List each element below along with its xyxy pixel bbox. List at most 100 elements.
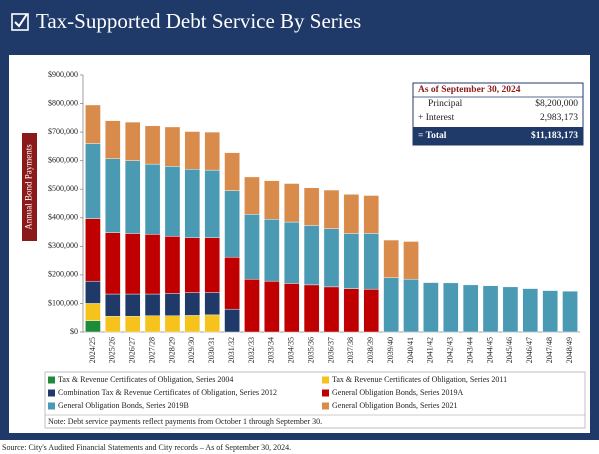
bar-segment xyxy=(144,315,161,333)
x-tick-label: 2045/46 xyxy=(505,337,514,363)
x-tick-label: 2044/45 xyxy=(485,337,494,363)
bar-segment xyxy=(303,284,320,333)
bar-segment xyxy=(363,233,380,290)
summary-label: Principal xyxy=(428,99,463,109)
bar-segment xyxy=(363,288,380,333)
bar-segment xyxy=(502,286,519,333)
bar-segment xyxy=(124,121,141,161)
bar-segment xyxy=(283,283,300,333)
bar-segment xyxy=(423,282,439,333)
summary-value: 2,983,173 xyxy=(540,113,578,123)
bar-segment xyxy=(264,280,280,333)
y-tick-label: $300,000 xyxy=(48,241,78,250)
x-tick-label: 2035/36 xyxy=(306,337,315,363)
bar-segment xyxy=(542,290,558,333)
bar-segment xyxy=(482,285,499,333)
bar-segment xyxy=(144,125,161,165)
bar-segment xyxy=(124,233,141,295)
y-tick-label: $400,000 xyxy=(48,213,78,222)
bar-segment xyxy=(283,183,300,223)
x-tick-label: 2041/42 xyxy=(426,337,435,363)
summary-box: As of September 30, 2024 Principal $8,20… xyxy=(412,82,584,146)
bar-segment xyxy=(85,104,101,144)
x-tick-label: 2036/37 xyxy=(326,337,335,363)
x-tick-label: 2040/41 xyxy=(406,337,415,363)
bar-segment xyxy=(164,315,181,333)
bar-segment xyxy=(85,280,101,304)
bar-segment xyxy=(383,277,399,333)
bar-segment xyxy=(105,232,121,295)
bar-segment xyxy=(105,120,121,159)
legend-label: General Obligation Bonds, Series 2019B xyxy=(58,401,189,410)
bar-segment xyxy=(204,292,220,316)
bar-segment xyxy=(184,169,201,238)
bar-segment xyxy=(144,293,161,316)
bar-segment xyxy=(323,228,340,288)
y-tick-label: $700,000 xyxy=(48,127,78,136)
x-tick-label: 2025/26 xyxy=(108,337,117,363)
y-tick-label: $0 xyxy=(70,327,78,336)
bar-segment xyxy=(562,290,578,333)
y-tick-label: $800,000 xyxy=(48,98,78,107)
legend-label: General Obligation Bonds, Series 2021 xyxy=(332,401,458,410)
bar-segment xyxy=(105,158,121,233)
bar-segment xyxy=(184,237,201,293)
bar-segment xyxy=(323,286,340,333)
bar-segment xyxy=(124,293,141,317)
legend-label: Tax & Revenue Certificates of Obligation… xyxy=(58,375,233,384)
bar-segment xyxy=(184,315,201,333)
x-tick-label: 2028/29 xyxy=(167,337,176,363)
bar-segment xyxy=(124,316,141,333)
bar-segment xyxy=(105,293,121,317)
bar-segment xyxy=(184,131,201,170)
source: Source: City's Audited Financial Stateme… xyxy=(2,443,291,452)
bar-segment xyxy=(403,278,419,333)
bar-segment xyxy=(224,256,240,310)
bar-segment xyxy=(224,190,240,258)
bar-segment xyxy=(164,293,181,316)
legend-swatch xyxy=(48,389,55,397)
bar-segment xyxy=(323,189,340,229)
bar-segment xyxy=(403,241,419,280)
x-tick-label: 2031/32 xyxy=(227,337,236,363)
bar-segment xyxy=(204,169,220,238)
bar-segment xyxy=(363,195,380,234)
legend-swatch xyxy=(48,402,55,410)
bar-segment xyxy=(343,233,360,289)
bar-segment xyxy=(462,284,479,333)
bar-segment xyxy=(85,218,101,282)
x-tick-label: 2027/28 xyxy=(147,337,156,363)
bar-segment xyxy=(264,180,280,220)
legend-swatch xyxy=(322,376,329,384)
legend-swatch xyxy=(322,389,329,397)
bar-segment xyxy=(85,303,101,321)
x-tick-label: 2043/44 xyxy=(465,337,474,363)
bar-segment xyxy=(204,237,220,293)
x-tick-label: 2048/49 xyxy=(565,337,574,363)
x-tick-label: 2046/47 xyxy=(525,337,534,363)
x-tick-label: 2037/38 xyxy=(346,337,355,363)
summary-value: $8,200,000 xyxy=(535,98,578,109)
bar-segment xyxy=(204,131,220,171)
bar-segment xyxy=(144,234,161,295)
bar-segment xyxy=(204,314,220,333)
y-tick-label: $200,000 xyxy=(48,270,78,279)
bar-segment xyxy=(443,282,459,333)
x-tick-label: 2024/25 xyxy=(88,337,97,363)
summary-value: $11,183,173 xyxy=(531,130,578,141)
legend-label: Combination Tax & Revenue Certificates o… xyxy=(58,388,277,397)
bar-segment xyxy=(343,288,360,333)
bar-segment xyxy=(164,126,181,167)
bar-segment xyxy=(224,308,240,333)
legend-box xyxy=(44,371,586,429)
x-tick-label: 2034/35 xyxy=(287,337,296,363)
check-icon xyxy=(11,13,29,31)
bar-segment xyxy=(244,278,260,333)
x-tick-label: 2029/30 xyxy=(187,337,196,363)
bar-segment xyxy=(383,239,399,278)
x-tick-label: 2047/48 xyxy=(545,337,554,363)
bar-segment xyxy=(244,176,260,215)
x-tick-label: 2026/27 xyxy=(128,337,137,363)
